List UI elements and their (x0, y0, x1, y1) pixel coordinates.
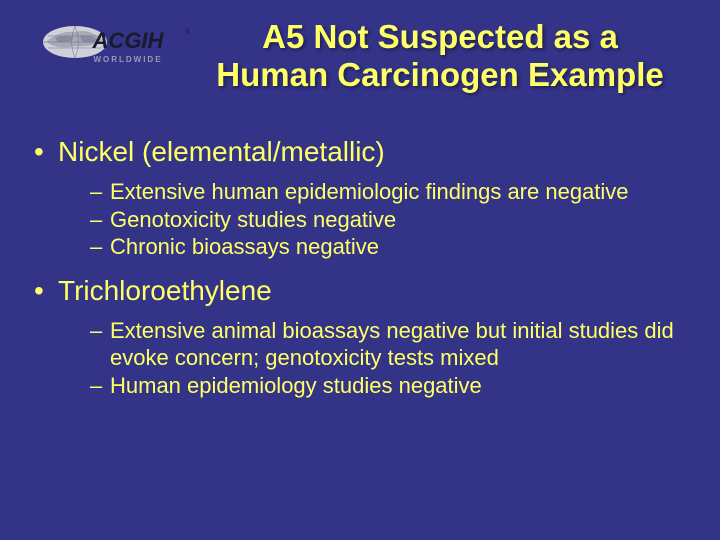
sub-bullet-group: –Extensive human epidemiologic findings … (90, 178, 690, 261)
slide-body: •Nickel (elemental/metallic) –Extensive … (34, 130, 690, 413)
sub-bullet-item: –Genotoxicity studies negative (90, 206, 690, 234)
dash-icon: – (90, 233, 110, 261)
sub-bullet-text: Human epidemiology studies negative (110, 373, 482, 398)
sub-bullet-text: Extensive animal bioassays negative but … (110, 318, 674, 371)
sub-bullet-item: –Human epidemiology studies negative (90, 372, 690, 400)
dash-icon: – (90, 178, 110, 206)
bullet-icon: • (34, 136, 58, 168)
title-line-2: Human Carcinogen Example (216, 56, 663, 93)
svg-text:WORLDWIDE: WORLDWIDE (93, 55, 162, 64)
sub-bullet-item: –Chronic bioassays negative (90, 233, 690, 261)
slide-title: A5 Not Suspected as a Human Carcinogen E… (180, 18, 700, 94)
dash-icon: – (90, 317, 110, 345)
sub-bullet-group: –Extensive animal bioassays negative but… (90, 317, 690, 400)
bullet-item: •Nickel (elemental/metallic) (34, 136, 690, 168)
sub-bullet-text: Chronic bioassays negative (110, 234, 379, 259)
sub-bullet-text: Genotoxicity studies negative (110, 207, 396, 232)
bullet-label: Trichloroethylene (58, 275, 272, 306)
org-logo: ACGIH ® WORLDWIDE (40, 20, 190, 70)
svg-text:ACGIH: ACGIH (92, 28, 165, 53)
bullet-item: •Trichloroethylene (34, 275, 690, 307)
sub-bullet-item: –Extensive human epidemiologic findings … (90, 178, 690, 206)
title-line-1: A5 Not Suspected as a (262, 18, 618, 55)
sub-bullet-item: –Extensive animal bioassays negative but… (90, 317, 690, 372)
bullet-icon: • (34, 275, 58, 307)
bullet-label: Nickel (elemental/metallic) (58, 136, 385, 167)
sub-bullet-text: Extensive human epidemiologic findings a… (110, 179, 629, 204)
dash-icon: – (90, 372, 110, 400)
dash-icon: – (90, 206, 110, 234)
